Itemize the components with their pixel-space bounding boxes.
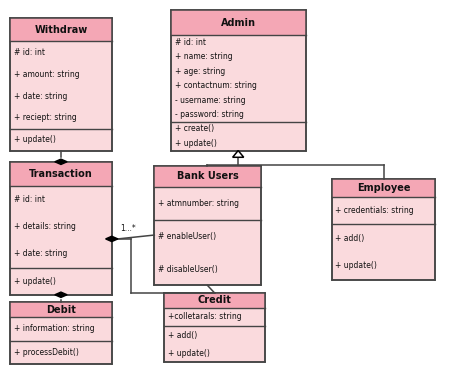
- Text: - username: string: - username: string: [174, 96, 245, 105]
- Text: + age: string: + age: string: [174, 67, 225, 76]
- Bar: [171, 10, 306, 35]
- Text: + amount: string: + amount: string: [14, 70, 80, 79]
- Text: + reciept: string: + reciept: string: [14, 113, 77, 122]
- Bar: [164, 293, 265, 308]
- Polygon shape: [55, 159, 67, 164]
- Bar: [10, 162, 112, 295]
- Text: + add(): + add(): [335, 234, 365, 243]
- Text: Bank Users: Bank Users: [177, 171, 238, 181]
- Text: # id: int: # id: int: [174, 38, 206, 47]
- Text: Withdraw: Withdraw: [34, 24, 88, 35]
- Bar: [10, 162, 112, 186]
- Text: + update(): + update(): [14, 277, 56, 286]
- Bar: [10, 18, 112, 41]
- Text: + information: string: + information: string: [14, 324, 94, 334]
- Bar: [331, 179, 436, 197]
- Text: + update(): + update(): [14, 135, 56, 144]
- Bar: [10, 302, 112, 364]
- Text: + atmnumber: string: + atmnumber: string: [158, 199, 239, 208]
- Text: + create(): + create(): [174, 124, 214, 133]
- Text: + update(): + update(): [167, 349, 210, 358]
- Bar: [10, 18, 112, 150]
- Text: - password: string: - password: string: [174, 110, 244, 119]
- Text: + processDebit(): + processDebit(): [14, 348, 79, 357]
- Text: + credentials: string: + credentials: string: [335, 206, 414, 215]
- Text: Transaction: Transaction: [29, 169, 93, 179]
- Bar: [164, 293, 265, 362]
- Polygon shape: [106, 236, 118, 242]
- Bar: [171, 10, 306, 150]
- Text: + update(): + update(): [335, 261, 377, 270]
- Bar: [331, 179, 436, 280]
- Text: + update(): + update(): [174, 139, 217, 148]
- Polygon shape: [55, 292, 67, 297]
- Text: Credit: Credit: [198, 296, 231, 305]
- Text: +colletarals: string: +colletarals: string: [167, 312, 241, 321]
- Text: # id: int: # id: int: [14, 48, 45, 57]
- Polygon shape: [233, 150, 244, 157]
- Text: + add(): + add(): [167, 331, 197, 340]
- Text: # id: int: # id: int: [14, 195, 45, 204]
- Text: + date: string: + date: string: [14, 91, 67, 100]
- Bar: [155, 165, 261, 285]
- Text: + contactnum: string: + contactnum: string: [174, 81, 256, 90]
- Text: + name: string: + name: string: [174, 52, 232, 61]
- Bar: [155, 165, 261, 187]
- Text: Admin: Admin: [221, 18, 255, 28]
- Text: + details: string: + details: string: [14, 222, 76, 231]
- Text: Employee: Employee: [357, 183, 410, 193]
- Text: # enableUser(): # enableUser(): [158, 232, 216, 241]
- Text: Debit: Debit: [46, 305, 76, 315]
- Text: + date: string: + date: string: [14, 249, 67, 258]
- Text: 1...*: 1...*: [120, 224, 136, 233]
- Bar: [10, 302, 112, 317]
- Text: # disableUser(): # disableUser(): [158, 264, 218, 273]
